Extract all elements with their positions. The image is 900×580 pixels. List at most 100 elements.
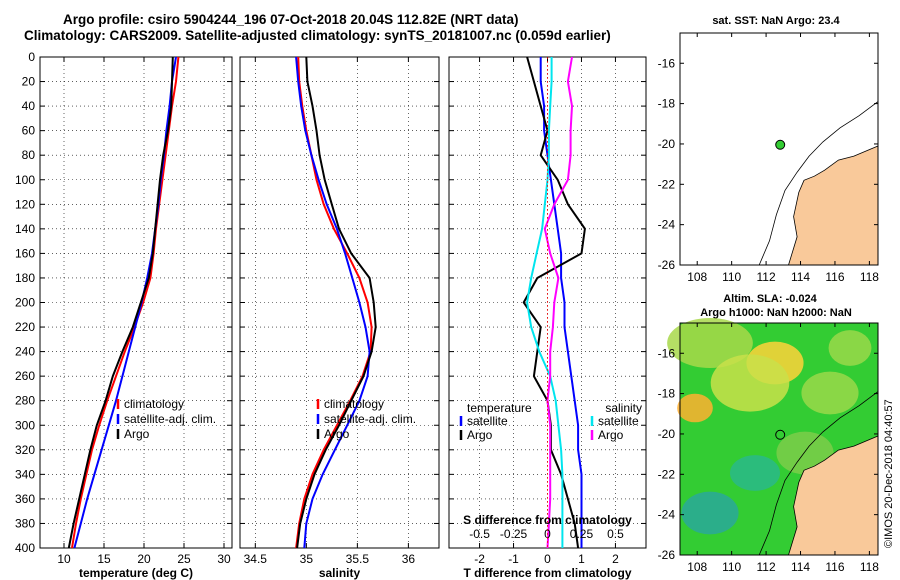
legend-label: satellite [467, 414, 508, 428]
y-tick-label: -26 [658, 258, 676, 272]
x-tick-label: 10 [57, 552, 71, 566]
y-tick-label: 100 [15, 173, 35, 187]
panel-temperature-profile: 10 15 20 25 30020406080100120140160180200220… [15, 50, 233, 580]
x-tick-label: 30 [217, 552, 231, 566]
y-tick-label: -18 [658, 97, 676, 111]
y-tick-label: 280 [15, 394, 35, 408]
plot-title-line2: Climatology: CARS2009. Satellite-adjuste… [24, 28, 611, 43]
x-tick-label: -2 [474, 552, 485, 566]
series-line-climatology [71, 56, 180, 549]
x-axis-label: salinity [319, 566, 361, 580]
y-tick-label: 160 [15, 246, 35, 260]
legend-title-salinity: salinity [605, 401, 642, 415]
sla-anomaly-blob [828, 330, 872, 366]
series-line-temperature-argo [522, 56, 586, 549]
x-tick-label-top: 0.5 [607, 527, 624, 541]
y-tick-label: 400 [15, 541, 35, 555]
y-tick-label: 360 [15, 492, 35, 506]
y-tick-label: 380 [15, 516, 35, 530]
y-tick-label: 0 [28, 50, 35, 64]
y-tick-label: -22 [658, 177, 676, 191]
argo-float-marker [775, 139, 786, 150]
x-tick-label: 0 [544, 552, 551, 566]
series-line-salinity-argo [543, 56, 574, 549]
legend-label: satellite-adj. clim. [124, 412, 216, 426]
sla-anomaly-blob [710, 354, 790, 412]
x-tick-label: 114 [791, 270, 810, 284]
x-tick-label: 1 [578, 552, 585, 566]
y-tick-label: 140 [15, 222, 35, 236]
legend-label: satellite-adj. clim. [324, 412, 416, 426]
y-tick-label: -26 [658, 548, 676, 562]
x-tick-label: 25 [177, 552, 191, 566]
depth-contour [758, 391, 879, 556]
x-tick-label: 116 [825, 270, 844, 284]
sla-anomaly-blob [677, 393, 713, 423]
sla-map-subtitle: Argo h1000: NaN h2000: NaN [700, 307, 852, 319]
y-tick-label: 120 [15, 197, 35, 211]
y-tick-label: -22 [658, 467, 676, 481]
y-tick-label: -24 [658, 218, 676, 232]
legend-label: Argo [124, 427, 150, 441]
y-tick-label: -20 [658, 427, 676, 441]
map-frame [679, 322, 879, 556]
copyright-stamp: ©IMOS 20-Dec-2018 04:40:57 [883, 399, 895, 548]
y-tick-label: 60 [22, 124, 36, 138]
sst-map-title: sat. SST: NaN Argo: 23.4 [712, 15, 840, 27]
legend-label: climatology [124, 397, 184, 411]
legend-label: Argo [598, 428, 624, 442]
x-tick-label: 35 [300, 552, 314, 566]
panel-sla-map: 108 110 112 114 116 118 -16 -18 -20 -22 -24 -26 [658, 318, 879, 574]
x-tick-label: 110 [722, 560, 741, 574]
x-tick-label: 118 [860, 270, 879, 284]
x-tick-label: 36 [402, 552, 416, 566]
legend-label: climatology [324, 397, 384, 411]
x-tick-label-top: -0.25 [500, 527, 528, 541]
depth-contour [758, 101, 879, 266]
sla-anomaly-blob [681, 491, 739, 535]
y-tick-label: 240 [15, 345, 35, 359]
legend-title-temperature: temperature [467, 401, 532, 415]
y-tick-label: 40 [22, 99, 36, 113]
y-tick-label: -16 [658, 56, 676, 70]
y-tick-label: -18 [658, 387, 676, 401]
panel-salinity-profile: 34.5 35 35.5 36 salinity climatologysatellite… [239, 56, 440, 580]
plot-frame [239, 56, 440, 549]
map-frame [679, 32, 879, 266]
y-tick-label: 260 [15, 369, 35, 383]
x-axis-label-top: S difference from climatology [463, 513, 632, 527]
sla-map-title: Altim. SLA: -0.024 [723, 293, 817, 305]
sla-anomaly-blob [730, 455, 780, 491]
x-tick-label: 34.5 [244, 552, 268, 566]
x-tick-label: 116 [825, 560, 844, 574]
x-axis-label: temperature (deg C) [79, 566, 193, 580]
x-tick-label: 114 [791, 560, 810, 574]
x-tick-label: 108 [687, 560, 707, 574]
x-tick-label: 112 [757, 270, 776, 284]
x-tick-label: 20 [137, 552, 151, 566]
y-tick-label: 300 [15, 418, 35, 432]
series-line-satellite-adj-clim- [295, 56, 371, 549]
y-tick-label: 20 [22, 75, 36, 89]
legend-label: Argo [324, 427, 350, 441]
argo-float-marker [775, 429, 786, 440]
x-tick-label-top: 0.25 [570, 527, 594, 541]
x-tick-label: -1 [508, 552, 519, 566]
y-tick-label: 80 [22, 148, 36, 162]
x-tick-label-top: -0.5 [469, 527, 490, 541]
y-tick-label: -24 [658, 508, 676, 522]
plot-title-line1: Argo profile: csiro 5904244_196 07-Oct-2… [63, 12, 519, 27]
sla-anomaly-blob [801, 371, 859, 415]
y-tick-label: -16 [658, 346, 676, 360]
y-tick-label: 320 [15, 443, 35, 457]
panel-sst-map: 108 110 112 114 116 118 -16 -18 -20 -22 -24 -26 [658, 32, 879, 284]
y-tick-label: 340 [15, 467, 35, 481]
x-axis-label: T difference from climatology [463, 566, 631, 580]
x-tick-label: 108 [687, 270, 707, 284]
x-tick-label: 15 [97, 552, 111, 566]
series-line-salinity-satellite [526, 57, 564, 548]
x-tick-label: 110 [722, 270, 741, 284]
sla-anomaly-blob [667, 318, 753, 368]
legend-label: satellite [598, 414, 639, 428]
